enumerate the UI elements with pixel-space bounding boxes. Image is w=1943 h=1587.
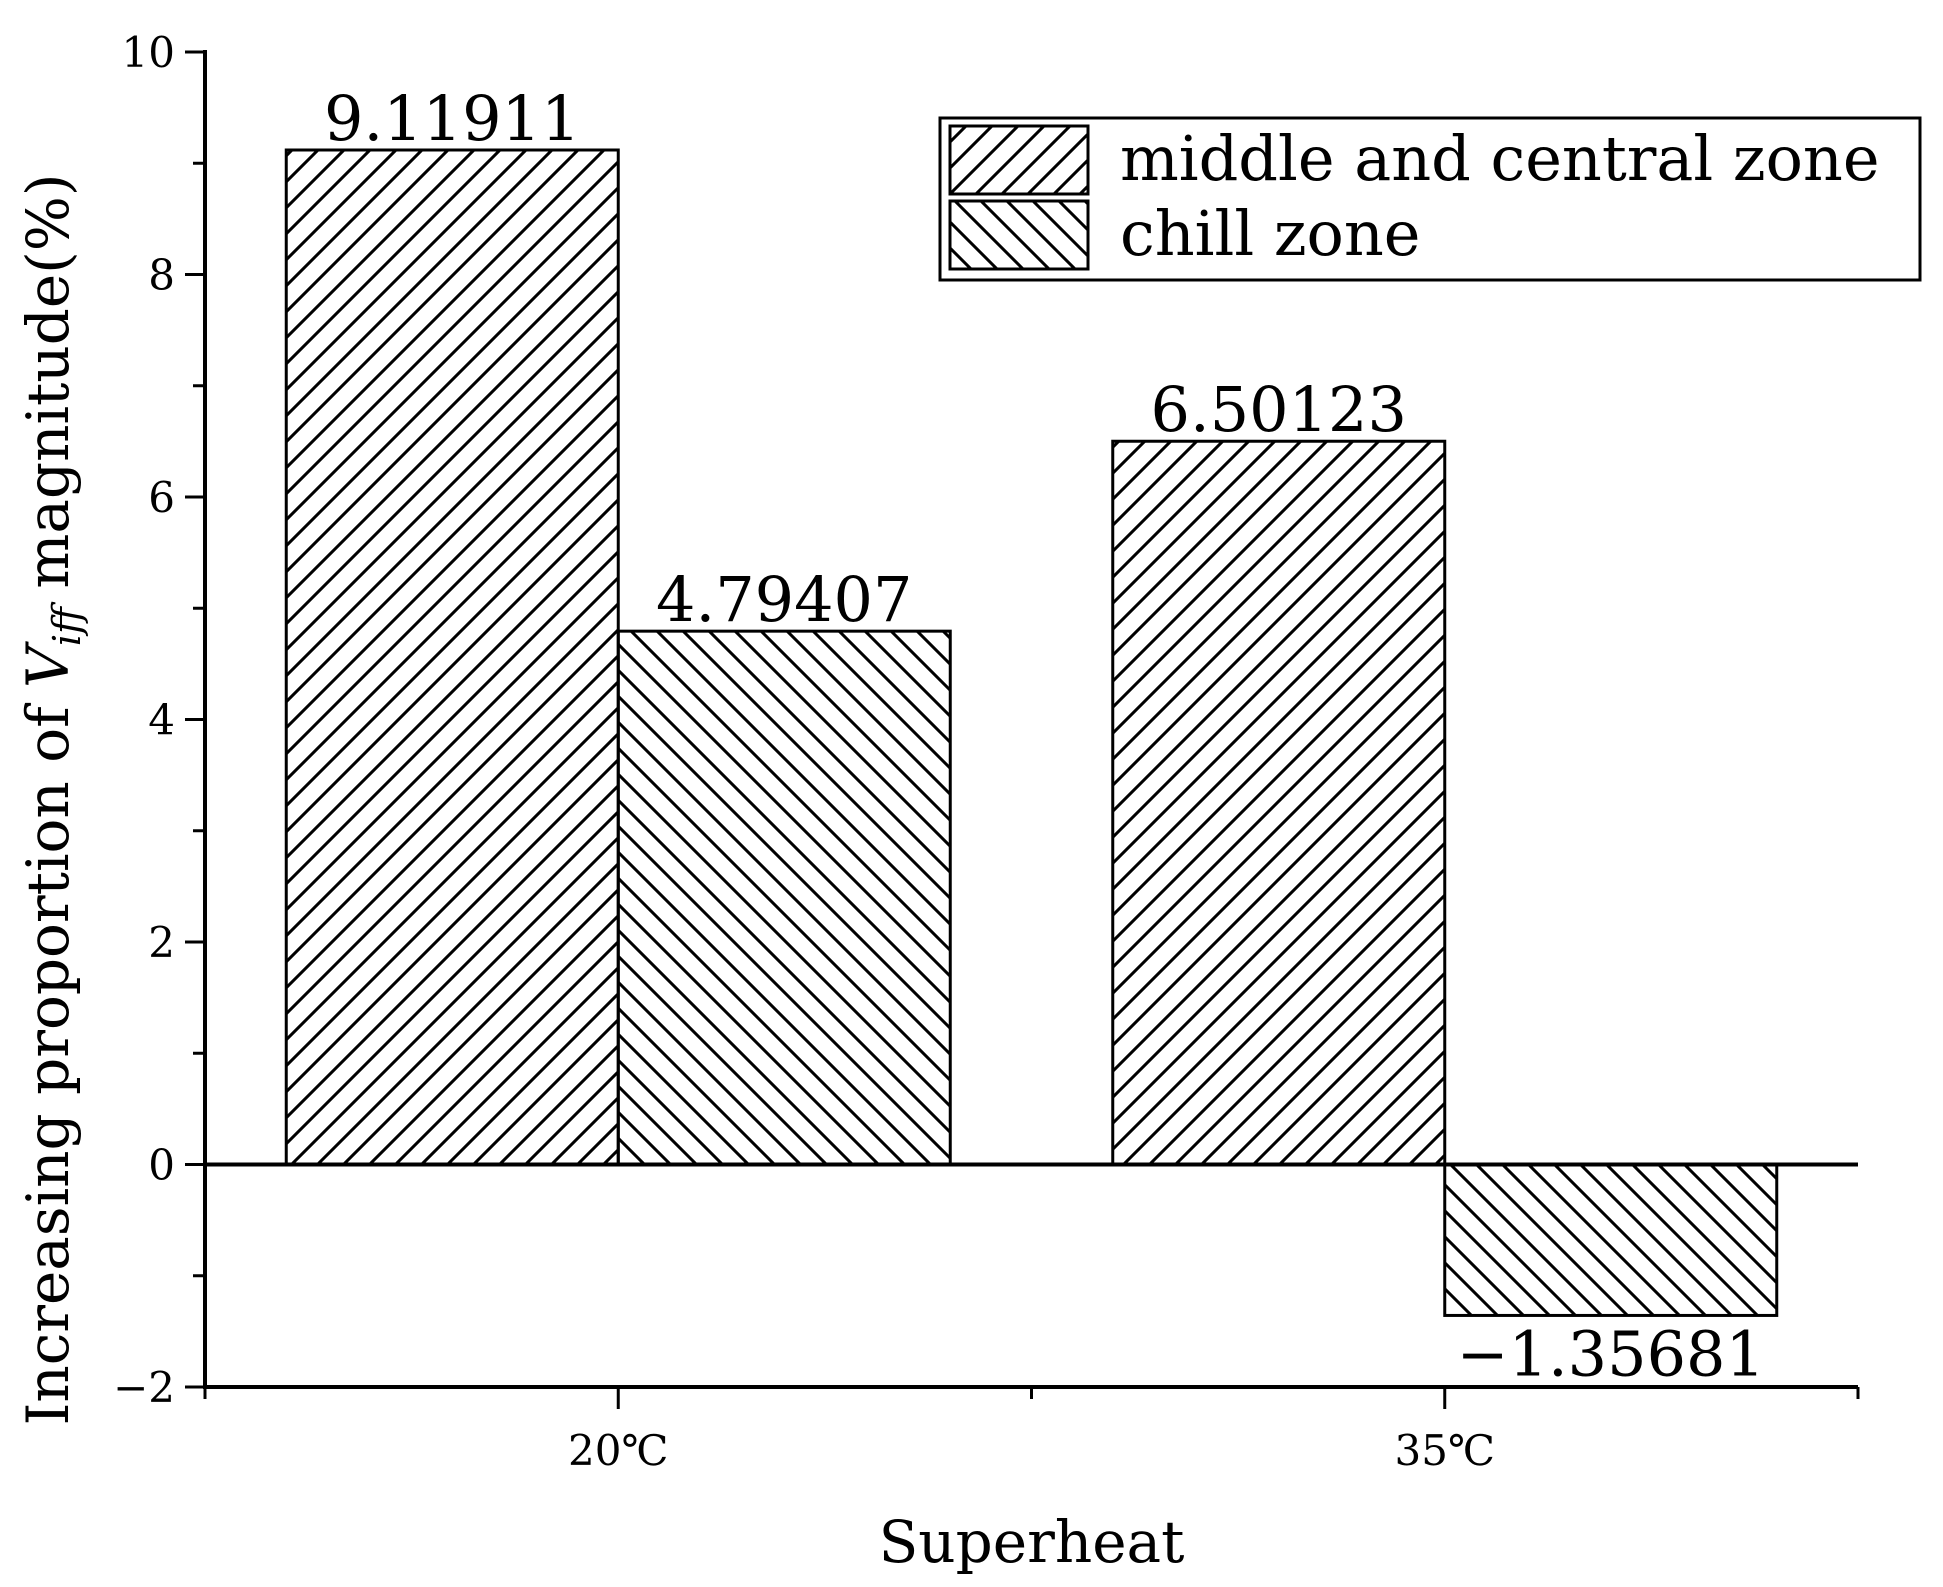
legend-label-middle-and-central-zone: middle and central zone [1120,122,1880,195]
y-axis-title-subscript: iff [45,601,89,646]
y-tick-label: 2 [148,918,175,967]
bar-middle-and-central-zone-20 [284,148,620,1166]
axes-group: −2 0 2 4 6 8 10 20℃ 35℃ [113,28,1860,1475]
x-axis-title: Superheat [879,1508,1185,1576]
bar-chill-zone-20 [616,629,952,1166]
bar-middle-and-central-zone-35 [1111,439,1447,1166]
x-tick-label-20: 20℃ [568,1426,668,1475]
data-label-chill-zone-35: −1.35681 [1457,1317,1765,1390]
y-axis-title-suffix: magnitude(%) [14,173,82,607]
bars-group [284,148,1779,1317]
data-labels-group: 9.11911 6.50123 4.79407 −1.35681 [324,82,1765,1390]
y-tick-label: 6 [148,473,175,522]
legend-frame [938,116,1922,282]
y-tick-label: 10 [122,28,175,77]
data-label-middle-and-central-zone-20: 9.11911 [324,82,580,155]
y-axis-title-symbol: V [14,641,82,688]
x-tick-label-35: 35℃ [1395,1426,1495,1475]
y-axis-title: Increasing proportion of Viff magnitude(… [14,173,89,1425]
legend: middle and central zone chill zone [938,116,1922,282]
legend-swatch-chill-zone [948,199,1090,271]
data-label-middle-and-central-zone-35: 6.50123 [1151,373,1407,446]
legend-swatch-middle-and-central-zone [948,124,1090,196]
bar-chill-zone-35 [1443,1163,1779,1317]
y-tick-label: −2 [113,1363,175,1412]
y-tick-label: 8 [148,251,175,300]
y-tick-label: 4 [148,696,175,745]
y-tick-label: 0 [148,1141,175,1190]
data-label-chill-zone-20: 4.79407 [656,563,912,636]
legend-label-chill-zone: chill zone [1120,197,1420,270]
y-axis-title-prefix: Increasing proportion of [14,688,82,1426]
